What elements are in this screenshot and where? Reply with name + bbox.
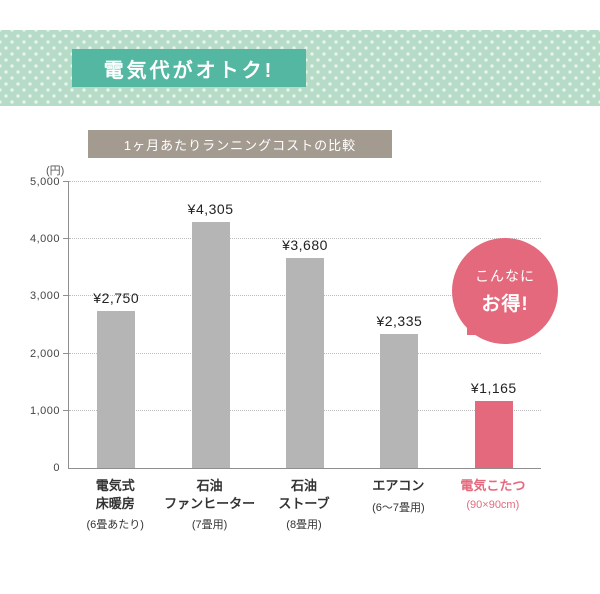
category-name-line: ストーブ xyxy=(278,495,330,511)
y-tick-label: 3,000 xyxy=(29,290,60,303)
x-category-label: 電気式床暖房 (6畳あたり) xyxy=(68,477,162,532)
bar-value-label: ¥4,305 xyxy=(187,200,234,217)
category-note: (8畳用) xyxy=(286,519,322,532)
bar-slot: ¥4,305 xyxy=(163,182,257,468)
bar-value-label: ¥3,680 xyxy=(282,236,328,253)
gridline xyxy=(63,238,541,240)
category-note: (6〜7畳用) xyxy=(372,501,425,514)
bar xyxy=(285,257,324,468)
y-tick-label: 4,000 xyxy=(29,233,60,246)
bar-value-label: ¥1,165 xyxy=(470,380,517,397)
category-name-line: 石油 xyxy=(291,478,318,493)
bar-slot: ¥2,335 xyxy=(352,182,446,468)
x-category-label: 石油ストーブ (8畳用) xyxy=(257,477,351,532)
y-tick-label: 5,000 xyxy=(29,176,60,188)
x-category-label: 電気こたつ (90×90cm) xyxy=(446,477,540,532)
x-axis: 電気式床暖房 (6畳あたり) 石油ファンヒーター (7畳用) 石油ストーブ (8畳用) エア… xyxy=(68,477,540,532)
y-tick-label: 2,000 xyxy=(29,347,60,360)
y-tick-mark xyxy=(63,295,69,297)
bubble-text-line1: こんなに xyxy=(475,268,535,284)
promo-banner: 電気代がオトク! xyxy=(0,30,600,106)
y-tick-mark xyxy=(63,238,69,240)
bar-value-label: ¥2,335 xyxy=(376,313,423,330)
category-name-line: 電気式 xyxy=(95,478,135,493)
gridline xyxy=(63,181,541,182)
bar-slot: ¥2,750 xyxy=(69,182,163,468)
x-category-label: 石油ファンヒーター (7畳用) xyxy=(162,477,256,532)
category-name-line: 電気こたつ xyxy=(460,478,526,493)
bar-slot: ¥3,680 xyxy=(258,182,352,468)
category-name-line: 石油 xyxy=(196,478,223,493)
bar-highlight xyxy=(474,401,513,468)
y-axis-unit-label: (円) xyxy=(46,165,65,177)
bar-slot: ¥1,165 xyxy=(447,182,541,468)
bar xyxy=(380,334,419,468)
category-name-line: エアコン xyxy=(372,478,425,493)
y-tick-mark xyxy=(63,181,69,182)
y-tick-mark xyxy=(63,409,69,411)
category-note: (7畳用) xyxy=(191,519,228,532)
category-note: (90×90cm) xyxy=(466,498,520,511)
bar-value-label: ¥2,750 xyxy=(93,289,140,306)
y-tick-mark xyxy=(63,352,69,354)
category-name-line: ファンヒーター xyxy=(164,495,256,511)
y-axis: 0 1,000 2,000 3,000 4,000 5,000 xyxy=(14,176,60,474)
discount-callout-bubble: こんなに お得! xyxy=(452,238,558,344)
y-tick-label: 1,000 xyxy=(29,404,60,417)
chart-title: 1ヶ月あたりランニングコストの比較 xyxy=(88,130,392,158)
bubble-text-line2: お得! xyxy=(481,294,529,315)
bar xyxy=(97,310,136,468)
category-note: (6畳あたり) xyxy=(86,519,144,532)
y-tick-label: 0 xyxy=(53,462,60,474)
x-category-label: エアコン (6〜7畳用) xyxy=(351,477,445,532)
plot-area: ¥2,750 ¥4,305 ¥3,680 ¥2,335 ¥1,165 xyxy=(63,181,541,469)
bar xyxy=(191,221,230,468)
category-name-line: 床暖房 xyxy=(95,495,135,511)
page-title: 電気代がオトク! xyxy=(72,49,306,87)
